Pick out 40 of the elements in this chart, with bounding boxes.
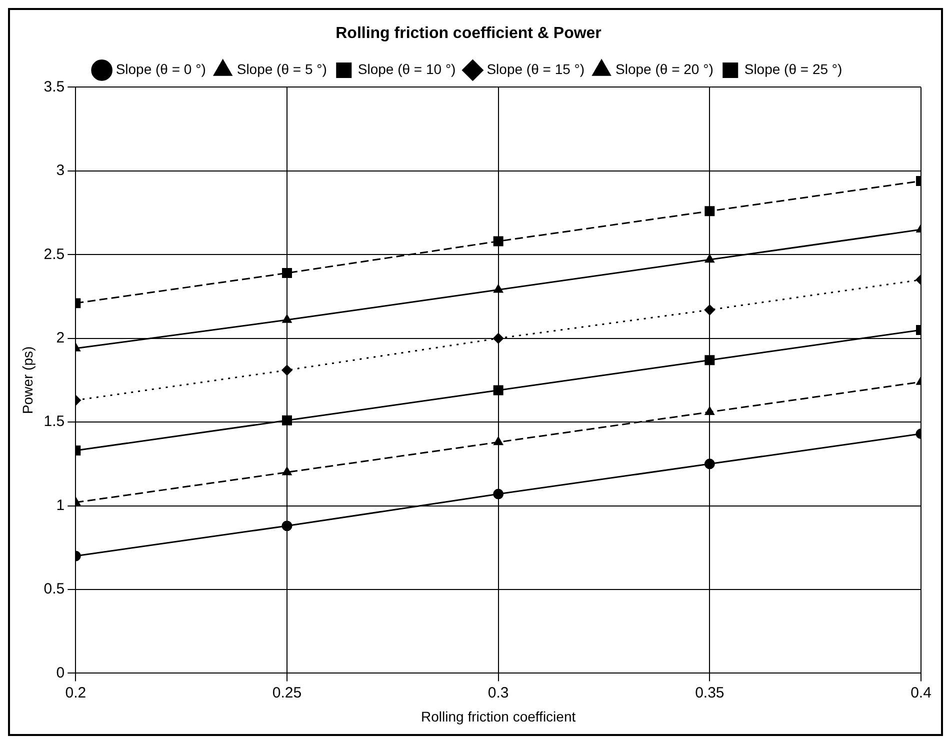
point (282, 467, 292, 476)
y-tick-label: 3.5 (44, 78, 65, 96)
legend-label: Slope (θ = 5 °) (236, 61, 327, 78)
point (282, 520, 292, 532)
point (704, 304, 715, 316)
legend-label: Slope (θ = 10 °) (358, 61, 456, 78)
y-tick-label: 0.5 (44, 580, 65, 598)
point (494, 284, 503, 293)
point (493, 333, 504, 344)
x-tick-label: 0.35 (695, 684, 724, 702)
point (705, 254, 714, 263)
y-tick-label: 1.5 (44, 413, 65, 430)
x-tick-label: 0.4 (910, 684, 932, 702)
y-tick-label: 1 (56, 496, 65, 514)
x-tick-label: 0.3 (488, 684, 509, 702)
legend-label: Slope (θ = 0 °) (116, 61, 206, 78)
point (493, 236, 504, 246)
point (704, 458, 715, 470)
legend-label: Slope (θ = 15 °) (486, 61, 585, 78)
point (494, 436, 503, 446)
point (705, 406, 714, 416)
y-tick-label: 3 (56, 162, 65, 180)
y-tick-label: 0 (56, 664, 65, 682)
point (282, 268, 292, 278)
y-tick-label: 2 (56, 329, 65, 346)
point (282, 364, 292, 376)
y-tick-label: 2.5 (44, 246, 65, 263)
point (493, 385, 504, 396)
point (704, 355, 715, 366)
x-axis-title: Rolling friction coefficient (421, 708, 576, 724)
x-tick-label: 0.2 (65, 684, 86, 702)
legend-label: Slope (θ = 25 °) (744, 61, 842, 78)
point (282, 314, 292, 323)
y-axis-title: Power (ps) (19, 346, 36, 414)
x-tick-label: 0.25 (272, 684, 302, 702)
point (493, 488, 504, 500)
legend-label: Slope (θ = 20 °) (616, 61, 714, 78)
point (704, 206, 715, 216)
point (282, 415, 292, 426)
chart-title: Rolling friction coefficient & Power (336, 25, 602, 42)
